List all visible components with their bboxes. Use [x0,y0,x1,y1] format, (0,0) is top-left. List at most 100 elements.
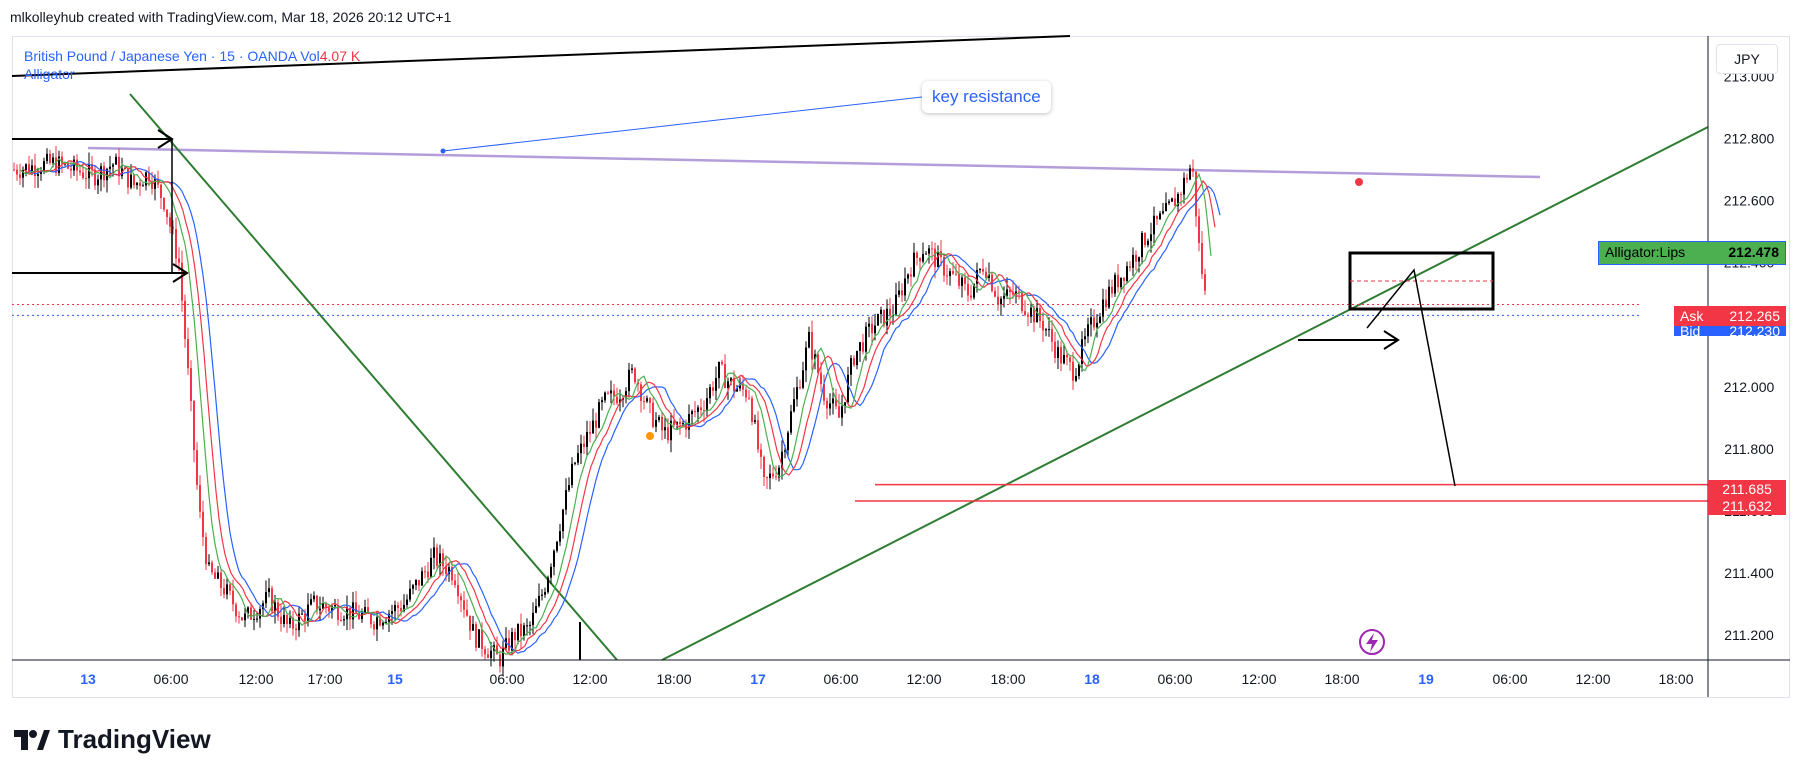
candle-body [730,378,732,382]
chart-frame[interactable] [12,36,1790,698]
candle-body [799,387,801,389]
candle-body [454,580,456,586]
candle-body [19,174,21,178]
candle-body [754,420,756,422]
x-tick-label: 12:00 [238,671,273,687]
candle-body [1138,257,1140,262]
candle-body [1165,202,1167,212]
candle-body [283,614,285,624]
candle-body [985,271,987,279]
candle-body [616,396,618,404]
symbol-title[interactable]: British Pound / Japanese Yen · 15 · OAND… [24,48,297,64]
candle-body [196,450,198,485]
candle-body [559,531,561,542]
candle-body [988,274,990,279]
currency-button[interactable]: JPY [1716,44,1778,74]
candle-body [721,361,723,365]
candle-body [640,384,642,401]
candle-body [322,603,324,609]
lightning-icon-ring [1359,629,1385,655]
candle-body [85,178,87,180]
candle-body [649,398,651,403]
candle-body [793,399,795,412]
candle-body [1030,307,1032,317]
candle-body [844,402,846,407]
candle-body [877,314,879,326]
candle-body [1141,232,1143,258]
candle-body [166,209,168,218]
candle-body [28,164,30,173]
candle-body [1054,341,1056,359]
candle-body [442,553,444,567]
candle-body [94,169,96,186]
candle-body [544,592,546,595]
candle-body [310,599,312,605]
candle-body [943,256,945,276]
candle-body [265,592,267,604]
candle-body [898,290,900,295]
candle-body [919,257,921,262]
candle-body [475,624,477,648]
candle-body [826,400,828,409]
candle-body [256,618,258,620]
candle-body [619,399,621,404]
x-tick-label: 12:00 [1241,671,1276,687]
candle-body [109,166,111,169]
candle-body [664,427,666,431]
candle-body [361,613,363,620]
candle-body [1084,336,1086,340]
candle-body [1132,254,1134,268]
candle-body [403,604,405,611]
x-tick-label: 18:00 [990,671,1025,687]
candle-body [913,252,915,277]
candle-body [1075,375,1077,381]
candle-body [340,619,342,621]
candle-body [598,402,600,428]
candle-body [679,421,681,425]
level-label-1-value: 211.685 [1722,481,1772,497]
candle-body [1177,194,1179,207]
range-bottom-arrow-head [172,263,189,283]
projection-path [1366,268,1456,487]
candle-body [334,604,336,607]
candle-body [244,613,246,621]
candle-body [904,278,906,296]
x-tick-label: 13 [80,671,96,687]
candle-body [16,169,18,175]
candle-body [838,406,840,418]
level-label-1: 211.685 [1708,480,1786,498]
alligator-lips-line [19,157,1212,655]
candle-body [607,392,609,394]
candle-body [856,350,858,366]
candle-body [700,407,702,411]
candle-body [220,572,222,588]
y-tick-label: 212.600 [1724,193,1775,209]
indicator-name[interactable]: Alligator [24,66,75,82]
candle-body [409,588,411,600]
candle-body [97,179,99,186]
candle-body [331,606,333,612]
candle-body [163,198,165,210]
candle-body [352,602,354,620]
candle-body [520,623,522,637]
candle-body [1069,357,1071,362]
candle-body [406,599,408,605]
candle-body [349,607,351,620]
candle-body [739,383,741,389]
key-resistance-callout[interactable]: key resistance [922,81,1051,113]
bid-label: Bid 212.230 [1674,326,1786,336]
candle-body [1183,177,1185,195]
tradingview-brand[interactable]: TradingView [14,724,211,755]
level-label-2-value: 211.632 [1722,498,1772,514]
volume-value: 4.07 K [319,48,361,64]
candle-body [1024,311,1026,315]
candle-body [160,184,162,199]
chart-credit: mlkolleyhub created with TradingView.com… [10,9,452,25]
candle-body [415,579,417,586]
candle-body [274,602,276,612]
lips-label-value: 212.478 [1728,244,1779,260]
candle-body [397,605,399,608]
candle-body [526,625,528,627]
candle-body [112,164,114,167]
